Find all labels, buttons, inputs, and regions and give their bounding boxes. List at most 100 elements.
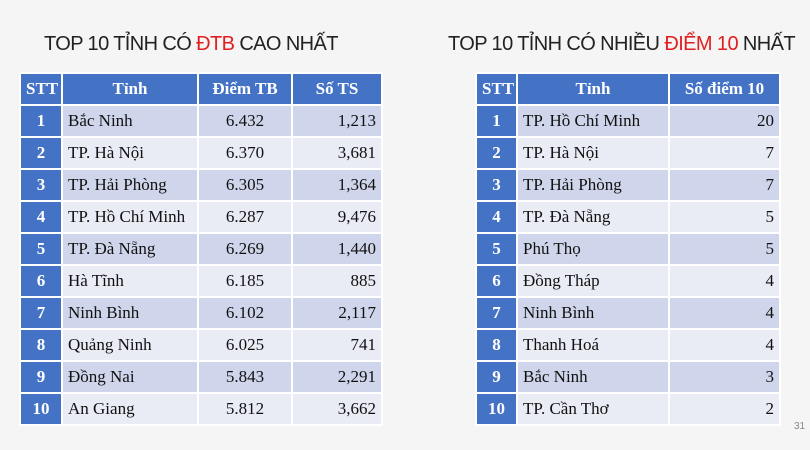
column-header: STT (475, 72, 518, 106)
table-cell: 3 (668, 360, 781, 394)
table-cell: 885 (291, 264, 383, 298)
rank-cell: 9 (475, 360, 518, 394)
table-cell: 4 (668, 296, 781, 330)
table-cell: 2,291 (291, 360, 383, 394)
table-cell: 7 (668, 136, 781, 170)
table-cell: 20 (668, 104, 781, 138)
table-row: 2 TP. Hà Nội 6.370 3,681 (19, 136, 383, 170)
table-row: 9 Bắc Ninh 3 (475, 360, 781, 394)
top-perfect-score-table: STT Tỉnh Số điểm 10 1 TP. Hồ Chí Minh 20 2 TP.… (475, 72, 781, 426)
table-cell: 5 (668, 200, 781, 234)
rank-cell: 4 (475, 200, 518, 234)
table-cell: 6.185 (197, 264, 293, 298)
table-cell: An Giang (61, 392, 199, 426)
page-number: 31 (794, 421, 806, 432)
table-cell: TP. Hải Phòng (61, 168, 199, 202)
column-header: Tỉnh (516, 72, 670, 106)
rank-cell: 2 (19, 136, 63, 170)
column-header: Tỉnh (61, 72, 199, 106)
table-cell: TP. Hà Nội (516, 136, 670, 170)
table-cell: 6.432 (197, 104, 293, 138)
table-row: 4 TP. Hồ Chí Minh 6.287 9,476 (19, 200, 383, 234)
table-cell: 6.269 (197, 232, 293, 266)
table-cell: 6.025 (197, 328, 293, 362)
rank-cell: 2 (475, 136, 518, 170)
rank-cell: 5 (19, 232, 63, 266)
column-header: Số TS (291, 72, 383, 106)
table-cell: 2,117 (291, 296, 383, 330)
table-row: 1 TP. Hồ Chí Minh 20 (475, 104, 781, 138)
table-cell: Hà Tĩnh (61, 264, 199, 298)
table-row: 3 TP. Hải Phòng 6.305 1,364 (19, 168, 383, 202)
table-cell: 6.287 (197, 200, 293, 234)
table-row: 7 Ninh Bình 6.102 2,117 (19, 296, 383, 330)
table-row: 7 Ninh Bình 4 (475, 296, 781, 330)
rank-cell: 6 (19, 264, 63, 298)
table-cell: 1,364 (291, 168, 383, 202)
top-average-score-table: STT Tỉnh Điểm TB Số TS 1 Bắc Ninh 6.432 1,213 2… (19, 72, 383, 426)
table-cell: 6.370 (197, 136, 293, 170)
table-row: 8 Thanh Hoá 4 (475, 328, 781, 362)
rank-cell: 8 (475, 328, 518, 362)
table-cell: 2 (668, 392, 781, 426)
rank-cell: 9 (19, 360, 63, 394)
table-cell: 5 (668, 232, 781, 266)
table-cell: TP. Hải Phòng (516, 168, 670, 202)
table-row: 10 An Giang 5.812 3,662 (19, 392, 383, 426)
table-row: 9 Đồng Nai 5.843 2,291 (19, 360, 383, 394)
table-cell: Thanh Hoá (516, 328, 670, 362)
right-table-title: TOP 10 TỈNH CÓ NHIỀU ĐIỂM 10 NHẤT (448, 33, 796, 56)
table-cell: 741 (291, 328, 383, 362)
rank-cell: 1 (19, 104, 63, 138)
table-cell: 7 (668, 168, 781, 202)
table-row: 6 Đồng Tháp 4 (475, 264, 781, 298)
table-cell: Ninh Bình (516, 296, 670, 330)
table-cell: TP. Hồ Chí Minh (516, 104, 670, 138)
column-header: Điểm TB (197, 72, 293, 106)
title-text: TOP 10 TỈNH CÓ (44, 33, 197, 55)
table-cell: TP. Hồ Chí Minh (61, 200, 199, 234)
rank-cell: 1 (475, 104, 518, 138)
left-table-title: TOP 10 TỈNH CÓ ĐTB CAO NHẤT (44, 33, 338, 56)
table-row: 8 Quảng Ninh 6.025 741 (19, 328, 383, 362)
title-text: CAO NHẤT (234, 33, 338, 55)
table-cell: Bắc Ninh (516, 360, 670, 394)
rank-cell: 8 (19, 328, 63, 362)
rank-cell: 5 (475, 232, 518, 266)
table-cell: Quảng Ninh (61, 328, 199, 362)
table-cell: TP. Đà Nẵng (516, 200, 670, 234)
table-cell: 5.812 (197, 392, 293, 426)
rank-cell: 4 (19, 200, 63, 234)
rank-cell: 3 (475, 168, 518, 202)
table-row: 5 Phú Thọ 5 (475, 232, 781, 266)
table-cell: 3,681 (291, 136, 383, 170)
title-text: TOP 10 TỈNH CÓ NHIỀU (448, 33, 665, 55)
table-row: 10 TP. Cần Thơ 2 (475, 392, 781, 426)
rank-cell: 7 (475, 296, 518, 330)
table-row: 1 Bắc Ninh 6.432 1,213 (19, 104, 383, 138)
table-cell: TP. Hà Nội (61, 136, 199, 170)
table-cell: 9,476 (291, 200, 383, 234)
rank-cell: 6 (475, 264, 518, 298)
table-cell: Ninh Bình (61, 296, 199, 330)
table-cell: 4 (668, 264, 781, 298)
title-highlight: ĐTB (196, 33, 235, 55)
table-cell: TP. Cần Thơ (516, 392, 670, 426)
column-header: STT (19, 72, 63, 106)
title-text: NHẤT (737, 33, 796, 55)
table-cell: 6.102 (197, 296, 293, 330)
table-cell: Đồng Nai (61, 360, 199, 394)
rank-cell: 7 (19, 296, 63, 330)
table-cell: TP. Đà Nẵng (61, 232, 199, 266)
table-cell: 6.305 (197, 168, 293, 202)
table-row: 5 TP. Đà Nẵng 6.269 1,440 (19, 232, 383, 266)
table-row: 4 TP. Đà Nẵng 5 (475, 200, 781, 234)
table-cell: 4 (668, 328, 781, 362)
table-cell: 3,662 (291, 392, 383, 426)
table-cell: Bắc Ninh (61, 104, 199, 138)
table-cell: 1,440 (291, 232, 383, 266)
rank-cell: 10 (475, 392, 518, 426)
table-row: 6 Hà Tĩnh 6.185 885 (19, 264, 383, 298)
table-row: 2 TP. Hà Nội 7 (475, 136, 781, 170)
table-cell: Đồng Tháp (516, 264, 670, 298)
